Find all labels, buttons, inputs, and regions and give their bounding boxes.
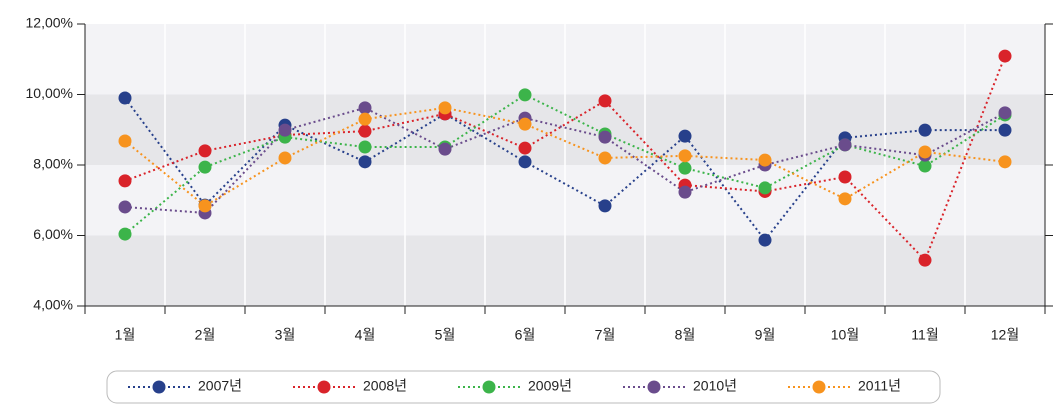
data-point — [838, 170, 852, 184]
series-line — [124, 106, 1006, 208]
legend-label: 2009년 — [528, 378, 572, 394]
legend-marker — [482, 380, 496, 394]
data-point — [358, 140, 372, 154]
data-point — [118, 91, 132, 105]
data-point — [758, 153, 772, 167]
data-point — [198, 160, 212, 174]
data-point — [598, 199, 612, 213]
x-tick-label: 4월 — [355, 327, 376, 343]
data-point — [998, 123, 1012, 137]
data-point — [358, 155, 372, 169]
data-point — [358, 101, 372, 115]
data-point — [998, 155, 1012, 169]
x-tick-label: 9월 — [755, 327, 776, 343]
y-tick-label: 12,00% — [26, 15, 73, 31]
data-point — [198, 199, 212, 213]
x-tick-label: 5월 — [435, 327, 456, 343]
legend-box — [106, 370, 941, 404]
series-line — [124, 55, 1006, 262]
data-point — [758, 233, 772, 247]
data-point — [278, 123, 292, 137]
legend-marker — [317, 380, 331, 394]
x-tick-label: 1월 — [115, 327, 136, 343]
y-tick-label: 10,00% — [26, 85, 73, 101]
data-point — [998, 49, 1012, 63]
data-point — [438, 101, 452, 115]
y-tick-label: 4,00% — [33, 297, 73, 313]
data-point — [918, 253, 932, 267]
data-point — [758, 181, 772, 195]
data-point — [518, 141, 532, 155]
legend-marker — [152, 380, 166, 394]
data-point — [118, 227, 132, 241]
data-point — [438, 142, 452, 156]
x-tick-label: 6월 — [515, 327, 536, 343]
legend-marker — [812, 380, 826, 394]
data-point — [678, 129, 692, 143]
data-point — [118, 200, 132, 214]
data-point — [598, 94, 612, 108]
data-point — [118, 134, 132, 148]
x-tick-label: 2월 — [195, 327, 216, 343]
data-point — [918, 145, 932, 159]
x-tick-label: 12월 — [991, 327, 1019, 343]
series-line — [124, 106, 1006, 214]
x-tick-label: 8월 — [675, 327, 696, 343]
data-point — [598, 151, 612, 165]
data-point — [838, 138, 852, 152]
data-point — [918, 123, 932, 137]
data-point — [518, 88, 532, 102]
data-point — [678, 149, 692, 163]
data-point — [918, 159, 932, 173]
data-point — [838, 192, 852, 206]
y-tick-label: 8,00% — [33, 156, 73, 172]
data-point — [678, 185, 692, 199]
data-point — [598, 130, 612, 144]
x-tick-label: 10월 — [831, 327, 859, 343]
legend-label: 2010년 — [693, 378, 737, 394]
data-point — [998, 106, 1012, 120]
data-point — [518, 117, 532, 131]
data-point — [278, 151, 292, 165]
legend-marker — [647, 380, 661, 394]
legend-label: 2011년 — [858, 378, 901, 394]
data-point — [518, 155, 532, 169]
data-point — [358, 124, 372, 138]
data-point — [198, 144, 212, 158]
data-point — [358, 112, 372, 126]
x-tick-label: 3월 — [275, 327, 296, 343]
data-point — [678, 161, 692, 175]
data-point — [118, 174, 132, 188]
legend-label: 2008년 — [363, 378, 407, 394]
legend-label: 2007년 — [198, 378, 242, 394]
series-line — [124, 93, 1006, 235]
y-tick-label: 6,00% — [33, 226, 73, 242]
x-tick-label: 7월 — [595, 327, 616, 343]
x-tick-label: 11월 — [911, 327, 938, 343]
